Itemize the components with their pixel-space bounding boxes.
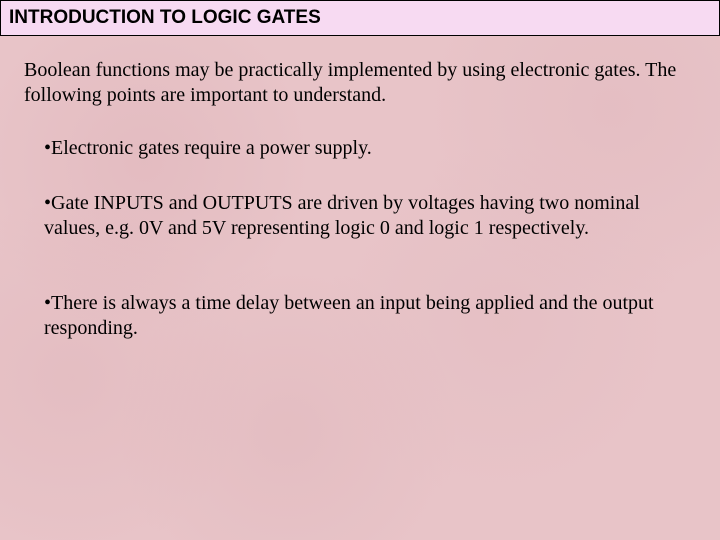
intro-paragraph: Boolean functions may be practically imp… bbox=[24, 58, 696, 108]
slide-content: Boolean functions may be practically imp… bbox=[0, 36, 720, 341]
slide-title: INTRODUCTION TO LOGIC GATES bbox=[9, 7, 321, 28]
list-item: •There is always a time delay between an… bbox=[44, 291, 696, 341]
list-item: •Gate INPUTS and OUTPUTS are driven by v… bbox=[44, 191, 696, 241]
slide-header: INTRODUCTION TO LOGIC GATES bbox=[0, 0, 720, 36]
bullet-list: •Electronic gates require a power supply… bbox=[24, 136, 696, 341]
list-item: •Electronic gates require a power supply… bbox=[44, 136, 696, 161]
